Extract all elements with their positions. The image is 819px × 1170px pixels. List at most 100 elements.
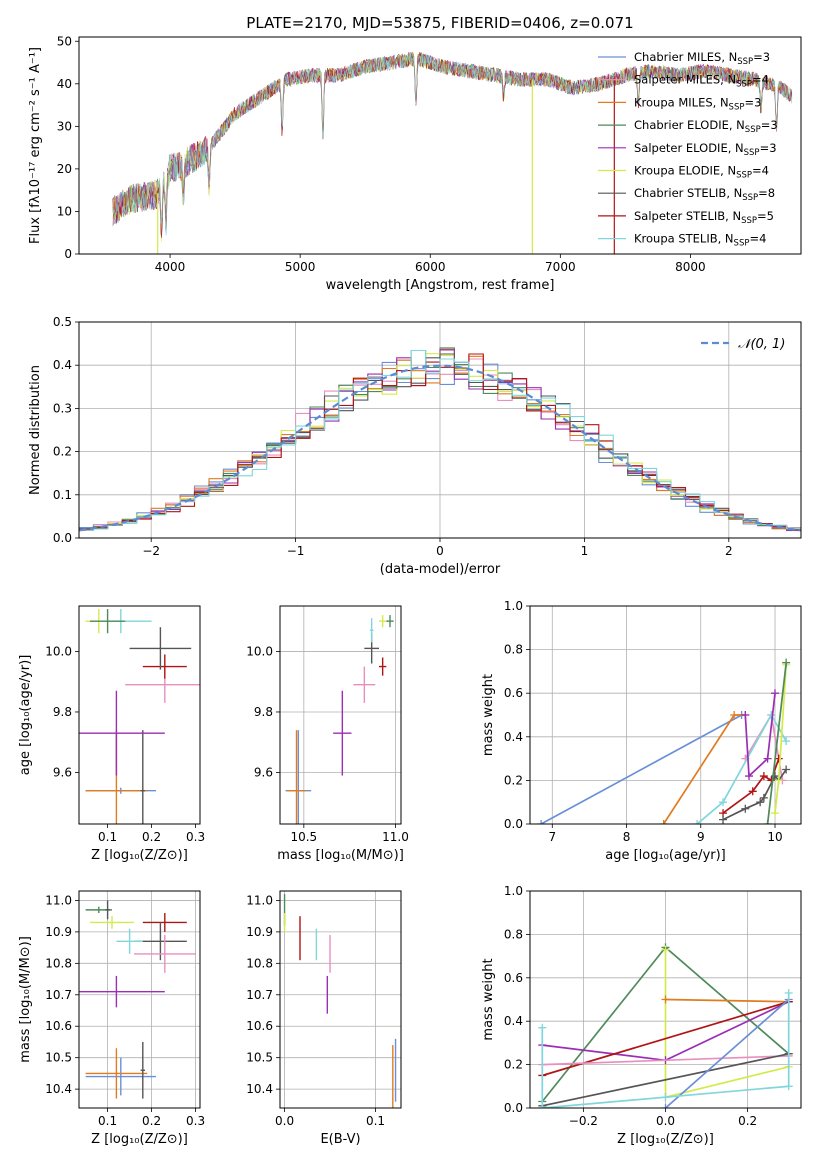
legend-entry: Chabrier MILES, NSSP=3 xyxy=(634,50,770,67)
weight-marker xyxy=(759,772,768,781)
legend-entry: Kroupa MILES, NSSP=3 xyxy=(634,95,761,112)
ticks-age-vs-Z: 0.1 0.2 0.3 9.6 9.8 10.0 xyxy=(45,644,205,844)
errorbar-point xyxy=(85,1048,148,1099)
errorbar-point xyxy=(105,900,110,920)
x-tick-label: 0.2 xyxy=(738,1114,757,1128)
x-axis-label: Z [log₁₀(Z/Z⊙)] xyxy=(91,848,188,863)
legend-tail: =4 xyxy=(749,232,766,246)
weight-marker xyxy=(661,1104,670,1108)
y-tick-label: 10.9 xyxy=(45,925,72,939)
errorbar-point xyxy=(142,654,187,679)
weight-marker xyxy=(748,787,757,796)
y-tick-label: 0.5 xyxy=(53,315,72,329)
y-tick-label: 10.4 xyxy=(45,1082,72,1096)
weight-marker xyxy=(774,754,783,763)
spectrum-line xyxy=(112,52,793,226)
x-tick-label: 9 xyxy=(697,830,705,844)
x-tick-label: 2 xyxy=(725,544,733,558)
y-tick-label: 50 xyxy=(57,34,72,48)
x-axis-label: age [log₁₀(age/yr)] xyxy=(605,848,726,863)
errorbar-point xyxy=(142,913,187,932)
legend-label: Kroupa STELIB, N xyxy=(634,232,734,246)
legend-label: Kroupa MILES, N xyxy=(634,95,729,109)
x-axis-label: E(B-V) xyxy=(320,1132,360,1147)
legend-entry: Chabrier STELIB, NSSP=8 xyxy=(634,186,775,203)
ticks-residuals: −2 −1 0 1 2 0.0 0.1 0.2 0.3 0.4 0.5 xyxy=(53,315,733,558)
y-tick-label: 0.2 xyxy=(504,773,523,787)
errorbar-point xyxy=(140,1041,145,1099)
ticks-weight-vs-age: 7 8 9 10 0.0 0.2 0.4 0.6 0.8 1.0 xyxy=(504,599,783,844)
x-tick-label: 0.0 xyxy=(275,1114,294,1128)
plot-area-mass-vs-Z xyxy=(79,900,196,1099)
errorbar-point xyxy=(379,657,387,676)
errorbar-point xyxy=(90,609,126,634)
weight-marker xyxy=(771,809,780,818)
y-tick-label: 10.7 xyxy=(45,988,72,1002)
y-tick-label: 40 xyxy=(57,77,72,91)
x-tick-label: 0.1 xyxy=(98,830,117,844)
weight-marker xyxy=(661,1093,670,1102)
x-tick-label: 0.3 xyxy=(186,1114,205,1128)
y-tick-label: 10.8 xyxy=(45,956,72,970)
weight-marker xyxy=(730,711,739,719)
errorbar-point xyxy=(129,627,192,670)
plot-area-mass-vs-EBV xyxy=(283,894,397,1108)
axes-frame-residuals xyxy=(78,321,802,539)
weight-series-line xyxy=(744,693,776,778)
panel-mass-vs-Z: 0.1 0.2 0.3 10.4 10.5 10.6 10.7 10.8 10.9 11.0 Z [… xyxy=(18,890,205,1147)
weight-series-line xyxy=(665,998,789,1003)
x-tick-label: 0 xyxy=(436,544,444,558)
y-tick-label: 9.6 xyxy=(53,766,72,780)
plot-area-spectrum xyxy=(112,51,793,254)
figure-title: PLATE=2170, MJD=53875, FIBERID=0406, z=0… xyxy=(246,14,633,32)
x-tick-label: 7000 xyxy=(545,260,576,274)
y-tick-label: 0.2 xyxy=(504,1058,523,1072)
y-tick-label: 9.8 xyxy=(254,705,273,719)
legend-label: Chabrier STELIB, N xyxy=(634,186,742,200)
errorbar-point xyxy=(79,975,165,1008)
legend-subscript: SSP xyxy=(741,216,757,226)
legend-tail: =3 xyxy=(761,118,778,132)
weight-marker xyxy=(784,1082,793,1091)
x-tick-label: 11.0 xyxy=(382,830,409,844)
errorbar-point xyxy=(90,916,134,929)
legend-subscript: SSP xyxy=(734,239,750,249)
panel-age-vs-mass: 10.5 11.0 9.6 9.8 10.0 mass [log₁₀(M/M⊙)] xyxy=(246,605,409,863)
errorbar-point xyxy=(379,615,387,628)
panel-age-vs-Z: 0.1 0.2 0.3 9.6 9.8 10.0 Z [log₁₀(Z/Z⊙)] age [l… xyxy=(18,605,205,863)
legend-tail: =3 xyxy=(760,141,777,155)
y-tick-label: 10.5 xyxy=(246,1051,273,1065)
errorbar-point xyxy=(85,1057,156,1096)
histogram-step xyxy=(79,353,801,530)
y-tick-label: 20 xyxy=(57,162,72,176)
legend-label: Kroupa ELODIE, N xyxy=(634,164,736,178)
x-axis-label: Z [log₁₀(Z/Z⊙)] xyxy=(91,1132,188,1147)
weight-marker xyxy=(759,793,768,802)
y-tick-label: 11.0 xyxy=(45,893,72,907)
y-axis-label: mass [log₁₀(M/M⊙)] xyxy=(18,936,33,1063)
axes-frame-weight-vs-age xyxy=(529,605,802,825)
legend-tail: =3 xyxy=(753,50,770,64)
errorbar-point xyxy=(116,928,143,954)
y-tick-label: 10.8 xyxy=(246,956,273,970)
weight-marker xyxy=(782,737,791,746)
x-tick-label: −0.2 xyxy=(569,1114,598,1128)
legend-label: Salpeter ELODIE, N xyxy=(634,141,744,155)
weight-marker xyxy=(719,798,728,807)
y-tick-label: 0.0 xyxy=(53,531,72,545)
x-tick-label: 8000 xyxy=(675,260,706,274)
errorbar-point xyxy=(353,666,376,703)
weight-marker xyxy=(782,765,791,774)
y-tick-label: 9.6 xyxy=(254,766,273,780)
axes-frame-weight-vs-Z xyxy=(529,890,802,1109)
weight-series-line xyxy=(540,714,743,824)
weight-series-line xyxy=(766,662,788,824)
panel-spectrum: 4000 5000 6000 7000 8000 0 10 20 30 40 50 wavelengt… xyxy=(28,34,802,293)
y-tick-label: 0.6 xyxy=(504,971,523,985)
y-tick-label: 10.5 xyxy=(45,1051,72,1065)
weight-marker xyxy=(538,1104,547,1108)
legend-tail: =5 xyxy=(757,209,774,223)
y-tick-label: 10.9 xyxy=(246,925,273,939)
